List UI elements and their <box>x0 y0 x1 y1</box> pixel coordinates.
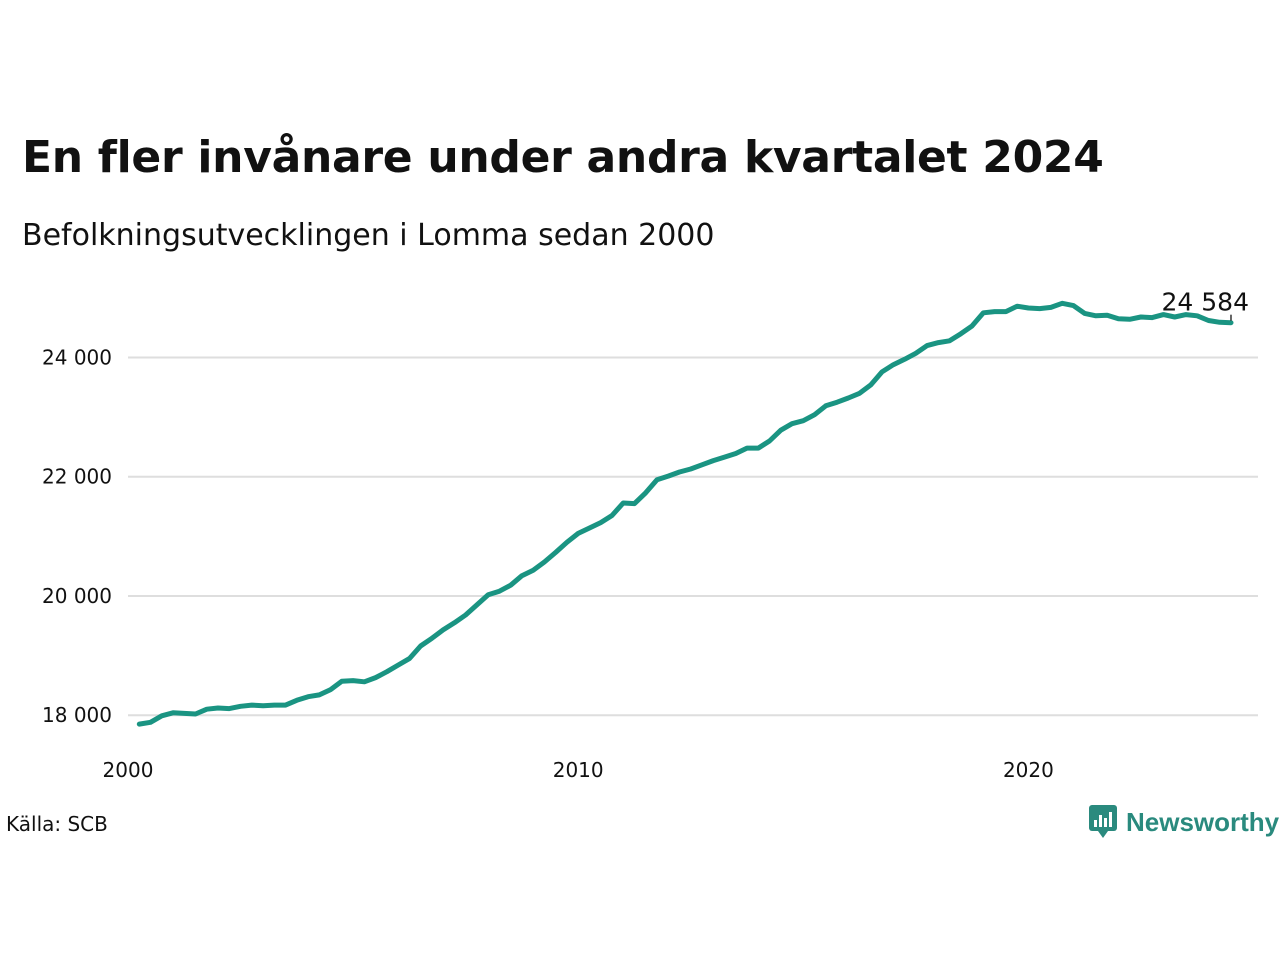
x-axis-tick-labels: 2000 2010 2020 <box>103 758 1054 782</box>
brand-name: Newsworthy <box>1126 806 1280 837</box>
y-tick-label: 18 000 <box>42 703 112 727</box>
x-tick-label: 2010 <box>553 758 604 782</box>
y-tick-label: 22 000 <box>42 465 112 489</box>
grid-lines <box>128 356 1258 717</box>
series-line <box>136 300 1234 727</box>
source-note: Källa: SCB <box>6 812 108 836</box>
annotation-group: 24 584 <box>1162 288 1249 321</box>
newsworthy-icon <box>1089 805 1117 838</box>
series-group <box>136 300 1234 727</box>
x-tick-label: 2000 <box>103 758 154 782</box>
chart-subtitle: Befolkningsutvecklingen i Lomma sedan 20… <box>22 218 715 253</box>
y-tick-label: 24 000 <box>42 346 112 370</box>
brand-logo: Newsworthy <box>1088 804 1279 840</box>
y-axis-tick-labels: 18 000 20 000 22 000 24 000 <box>42 346 112 728</box>
y-tick-label: 20 000 <box>42 584 112 608</box>
last-value-label: 24 584 <box>1162 288 1249 317</box>
x-tick-label: 2020 <box>1003 758 1054 782</box>
chart-title: En fler invånare under andra kvartalet 2… <box>22 132 1104 183</box>
